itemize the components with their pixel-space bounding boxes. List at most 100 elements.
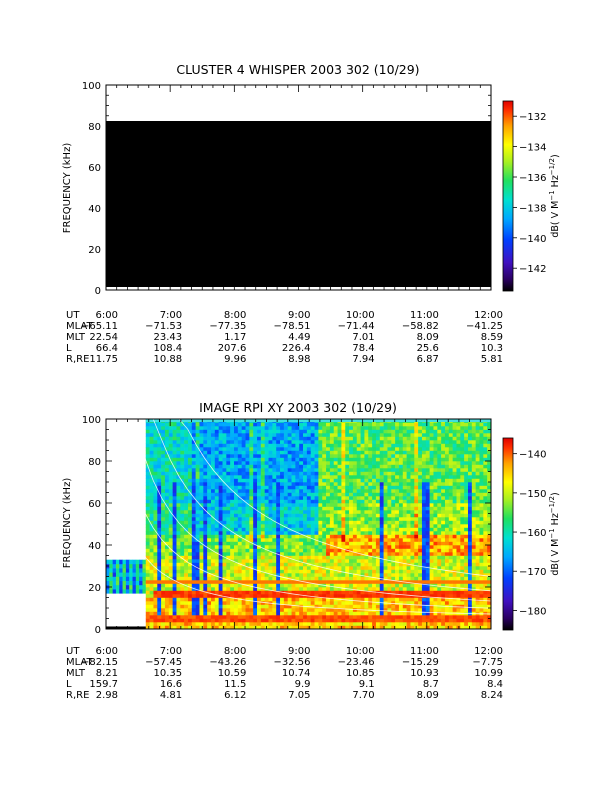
spectrogram-cell (261, 426, 265, 430)
spectrogram-cell (345, 493, 349, 497)
spectrogram-cell (196, 514, 200, 518)
spectrogram-cell (399, 566, 403, 570)
spectrogram-cell (330, 475, 334, 479)
spectrogram-cell (307, 430, 311, 434)
spectrogram-cell (176, 538, 180, 542)
spectrogram-cell (437, 524, 441, 528)
spectrogram-cell (303, 608, 307, 612)
spectrogram-cell (338, 510, 342, 514)
spectrogram-cell (199, 580, 203, 584)
spectrogram-cell (372, 573, 376, 577)
spectrogram-cell (368, 437, 372, 441)
spectrogram-cell (173, 426, 177, 430)
spectrogram-cell (322, 608, 326, 612)
spectrogram-cell (395, 489, 399, 493)
spectrogram-cell (372, 479, 376, 483)
spectrogram-cell (318, 580, 322, 584)
spectrogram-cell (357, 591, 361, 595)
spectrogram-cell (242, 454, 246, 458)
spectrogram-cell (311, 479, 315, 483)
spectrogram-cell (403, 514, 407, 518)
spectrogram-cell (349, 552, 353, 556)
spectrogram-cell (407, 510, 411, 514)
spectrogram-cell (410, 507, 414, 511)
spectrogram-cell (418, 531, 422, 535)
spectrogram-cell (315, 615, 319, 619)
spectrogram-cell (318, 447, 322, 451)
spectrogram-cell (349, 454, 353, 458)
spectrogram-cell (196, 423, 200, 427)
spectrogram-cell (387, 535, 391, 539)
spectrogram-cell (414, 479, 418, 483)
spectrogram-cell (376, 580, 380, 584)
spectrogram-cell (372, 507, 376, 511)
spectrogram-cell (238, 577, 242, 581)
spectrogram-cell (126, 581, 130, 586)
spectrogram-cell (272, 563, 276, 567)
spectrogram-cell (357, 493, 361, 497)
ephemeris-row-label: R,RE (66, 354, 89, 365)
spectrogram-cell (109, 581, 113, 586)
spectrogram-cell (161, 535, 165, 539)
spectrogram-cell (203, 584, 207, 588)
spectrogram-cell (426, 622, 430, 626)
spectrogram-cell (188, 451, 192, 455)
spectrogram-cell (322, 486, 326, 490)
spectrogram-cell (422, 510, 426, 514)
spectrogram-cell (280, 472, 284, 476)
spectrogram-cell (318, 458, 322, 462)
spectrogram-cell (257, 559, 261, 563)
spectrogram-cell (176, 587, 180, 591)
spectrogram-cell (207, 482, 211, 486)
spectrogram-cell (372, 535, 376, 539)
spectrogram-cell (364, 580, 368, 584)
spectrogram-cell (441, 503, 445, 507)
spectrogram-cell (391, 601, 395, 605)
spectrogram-cell (246, 587, 250, 591)
spectrogram-cell (318, 507, 322, 511)
spectrogram-cell (315, 521, 319, 525)
spectrogram-cell (387, 468, 391, 472)
spectrogram-cell (269, 563, 273, 567)
spectrogram-cell (303, 493, 307, 497)
spectrogram-cell (422, 552, 426, 556)
spectrogram-cell (384, 472, 388, 476)
spectrogram-cell (157, 528, 161, 532)
spectrogram-cell (376, 482, 380, 486)
spectrogram-cell (407, 622, 411, 626)
spectrogram-cell (215, 556, 219, 560)
spectrogram-cell (422, 468, 426, 472)
spectrogram-cell (207, 489, 211, 493)
spectrogram-cell (253, 549, 257, 553)
spectrogram-cell (430, 615, 434, 619)
spectrogram-cell (303, 528, 307, 532)
spectrogram-cell (230, 587, 234, 591)
spectrogram-cell (288, 542, 292, 546)
spectrogram-cell (437, 535, 441, 539)
spectrogram-cell (426, 447, 430, 451)
spectrogram-cell (376, 503, 380, 507)
spectrogram-cell (257, 598, 261, 602)
spectrogram-cell (376, 598, 380, 602)
spectrogram-cell (157, 524, 161, 528)
spectrogram-cell (326, 538, 330, 542)
spectrogram-cell (441, 514, 445, 518)
spectrogram-cell (426, 584, 430, 588)
spectrogram-cell (284, 458, 288, 462)
spectrogram-cell (426, 440, 430, 444)
spectrogram-cell (334, 500, 338, 504)
spectrogram-cell (150, 538, 154, 542)
spectrogram-cell (338, 472, 342, 476)
spectrogram-cell (173, 601, 177, 605)
spectrogram-cell (395, 556, 399, 560)
spectrogram-cell (364, 475, 368, 479)
spectrogram-cell (334, 493, 338, 497)
spectrogram-cell (146, 601, 150, 605)
spectrogram-cell (123, 568, 127, 573)
spectrogram-cell (376, 615, 380, 619)
spectrogram-cell (161, 517, 165, 521)
spectrogram-cell (203, 605, 207, 609)
spectrogram-cell (280, 563, 284, 567)
spectrogram-cell (157, 619, 161, 623)
spectrogram-cell (414, 440, 418, 444)
